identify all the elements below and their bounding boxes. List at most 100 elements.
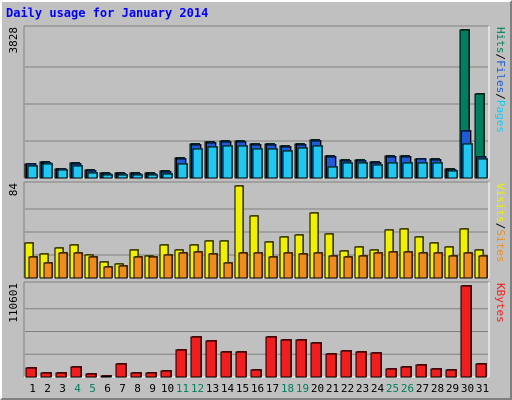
middle-bar-sites — [88, 256, 98, 279]
middle-bar-sites — [433, 252, 443, 279]
bottom-bar-kbytes — [310, 342, 322, 378]
bottom-bar-kbytes — [475, 363, 487, 378]
middle-bar-sites — [298, 253, 308, 279]
middle-bar-sites — [313, 252, 323, 279]
top-bar-pages — [192, 148, 203, 179]
x-tick-label: 21 — [326, 382, 339, 395]
bottom-bar-kbytes — [460, 285, 472, 378]
top-bar-pages — [357, 162, 368, 179]
bottom-bar-kbytes — [235, 351, 247, 378]
x-tick-label: 13 — [206, 382, 219, 395]
bottom-bar-kbytes — [205, 340, 217, 378]
bottom-bar-kbytes — [430, 368, 442, 378]
middle-bar-sites — [463, 252, 473, 279]
middle-bar-sites — [283, 252, 293, 279]
middle-side-label: Visits/Sites — [494, 183, 507, 263]
bottom-bar-kbytes — [40, 372, 52, 378]
middle-bar-sites — [28, 256, 38, 279]
bottom-bar-kbytes — [250, 369, 262, 378]
x-tick-label: 16 — [251, 382, 264, 395]
bottom-bar-kbytes — [190, 336, 202, 378]
top-bar-pages — [57, 169, 68, 179]
middle-bar-sites — [343, 256, 353, 279]
x-tick-label: 24 — [371, 382, 385, 395]
bottom-bar-kbytes — [85, 373, 97, 378]
middle-bar-sites — [163, 254, 173, 279]
top-bar-pages — [237, 145, 248, 179]
bottom-bar-kbytes — [445, 369, 457, 378]
bottom-bar-kbytes — [370, 352, 382, 378]
middle-bar-sites — [133, 256, 143, 279]
bottom-bar-kbytes — [145, 372, 157, 378]
side-label-visits: Visits — [494, 183, 507, 223]
side-label-files: Files — [494, 60, 507, 93]
top-bar-pages — [402, 162, 413, 179]
middle-bar-sites — [328, 255, 338, 279]
top-bar-pages — [267, 148, 278, 179]
bottom-bar-kbytes — [265, 336, 277, 378]
bottom-bar-kbytes — [280, 339, 292, 378]
top-bar-pages — [462, 143, 473, 179]
middle-bar-sites — [268, 256, 278, 279]
x-tick-label: 11 — [176, 382, 189, 395]
x-tick-label: 17 — [266, 382, 279, 395]
x-tick-label: 9 — [149, 382, 156, 395]
middle-bar-sites — [418, 252, 428, 279]
middle-bar-sites — [478, 255, 488, 279]
top-bar-pages — [87, 172, 98, 179]
x-tick-label: 2 — [44, 382, 51, 395]
middle-ymax-label: 84 — [7, 183, 20, 197]
top-bar-pages — [207, 146, 218, 179]
middle-bar-sites — [118, 265, 128, 279]
top-bar-pages — [147, 174, 158, 179]
bottom-panel-bg — [24, 282, 489, 377]
x-tick-label: 27 — [416, 382, 429, 395]
top-bar-pages — [342, 162, 353, 179]
top-bar-pages — [447, 170, 458, 179]
middle-bar-sites — [238, 252, 248, 279]
middle-bar-sites — [388, 251, 398, 279]
middle-bar-sites — [448, 255, 458, 279]
x-tick-label: 22 — [341, 382, 354, 395]
bottom-bar-kbytes — [130, 372, 142, 378]
x-tick-label: 7 — [119, 382, 126, 395]
x-tick-label: 23 — [356, 382, 369, 395]
middle-bar-sites — [223, 262, 233, 279]
x-tick-label: 3 — [59, 382, 66, 395]
x-tick-label: 30 — [461, 382, 474, 395]
middle-bar-sites — [403, 251, 413, 279]
bottom-bar-kbytes — [160, 370, 172, 378]
x-tick-label: 10 — [161, 382, 174, 395]
bottom-bar-kbytes — [70, 366, 82, 378]
side-label-separator: / — [494, 54, 507, 61]
x-tick-label: 5 — [89, 382, 96, 395]
middle-bar-sites — [253, 252, 263, 279]
side-label-sites: Sites — [494, 229, 507, 262]
side-label-separator: / — [494, 223, 507, 230]
x-tick-label: 18 — [281, 382, 294, 395]
bottom-bar-kbytes — [400, 366, 412, 378]
x-tick-label: 20 — [311, 382, 324, 395]
x-tick-label: 6 — [104, 382, 111, 395]
top-bar-pages — [387, 162, 398, 179]
top-side-label: Hits/Files/Pages — [494, 27, 507, 133]
top-bar-pages — [222, 145, 233, 179]
x-tick-label: 25 — [386, 382, 399, 395]
middle-bar-sites — [358, 255, 368, 279]
bottom-bar-kbytes — [355, 351, 367, 378]
bottom-bar-kbytes — [295, 339, 307, 378]
top-bar-pages — [102, 174, 113, 179]
middle-bar-sites — [148, 256, 158, 279]
bottom-bar-kbytes — [55, 372, 67, 378]
x-tick-label: 14 — [221, 382, 235, 395]
top-bar-pages — [72, 165, 83, 179]
bottom-bar-kbytes — [100, 375, 112, 378]
side-label-separator: / — [494, 93, 507, 100]
x-tick-label: 1 — [29, 382, 36, 395]
middle-bar-sites — [103, 266, 113, 279]
bottom-bar-kbytes — [220, 351, 232, 378]
x-tick-label: 8 — [134, 382, 141, 395]
middle-bar-sites — [73, 252, 83, 279]
x-tick-label: 28 — [431, 382, 444, 395]
